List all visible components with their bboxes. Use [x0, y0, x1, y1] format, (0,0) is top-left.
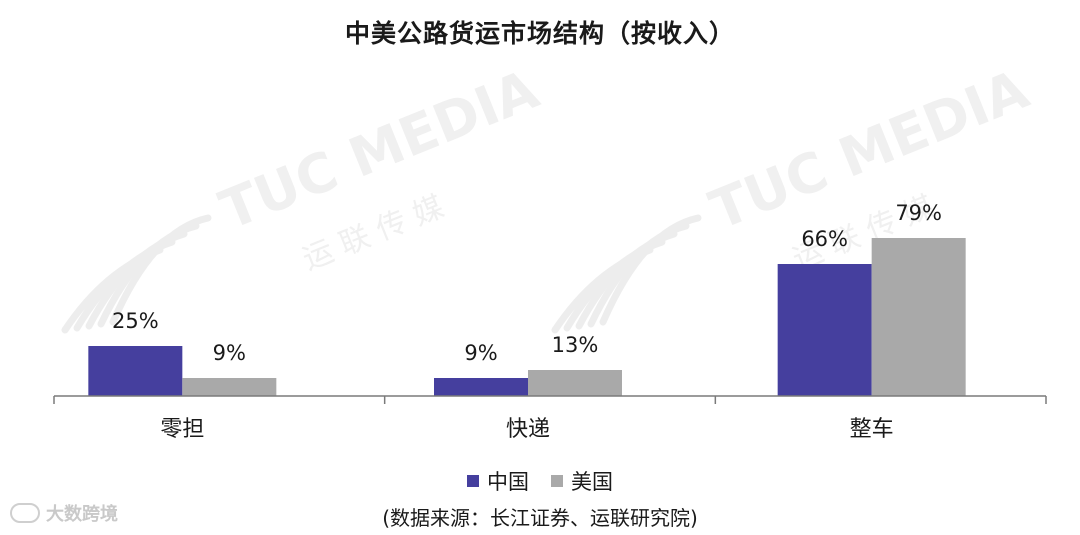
- watermark-swoosh: [73, 238, 176, 332]
- bar-group: [88, 238, 966, 396]
- watermark-swoosh: [587, 222, 690, 328]
- corner-logo-text: 大数跨境: [46, 504, 118, 525]
- legend-label-china: 中国: [487, 470, 529, 494]
- category-label: 快递: [506, 417, 550, 442]
- legend-swatch-usa: [551, 475, 563, 487]
- bar-usa-1: [528, 370, 622, 396]
- logo-mark-icon: [10, 503, 40, 523]
- legend-swatch-china: [467, 475, 479, 487]
- category-label: 零担: [160, 417, 204, 442]
- watermark-swoosh: [563, 238, 666, 332]
- legend-item-china: 中国: [467, 466, 529, 496]
- source-note: (数据来源：长江证券、运联研究院): [382, 506, 698, 530]
- legend-label-usa: 美国: [571, 470, 613, 494]
- bar-usa-0: [182, 378, 277, 396]
- corner-logo: 大数跨境: [10, 500, 118, 526]
- data-label: 9%: [464, 341, 497, 365]
- x-axis: [53, 395, 1047, 404]
- watermark-swoosh: [109, 214, 212, 326]
- category-label: 整车: [850, 417, 894, 442]
- watermark-swoosh: [599, 214, 702, 326]
- watermark-swoosh: [61, 246, 164, 334]
- bar-china-1: [434, 378, 528, 396]
- bar-china-2: [777, 264, 872, 396]
- category-labels: 零担 快递 整车: [160, 417, 893, 442]
- bar-usa-2: [871, 238, 966, 396]
- bar-china-0: [88, 346, 183, 396]
- watermark-swoosh: [551, 246, 654, 334]
- legend-item-usa: 美国: [551, 466, 613, 496]
- chart-title: 中美公路货运市场结构（按收入）: [344, 19, 735, 48]
- data-label: 13%: [552, 333, 599, 357]
- legend: 中国 美国: [0, 466, 1080, 496]
- watermark-swoosh: [97, 222, 200, 328]
- data-label: 25%: [112, 309, 159, 333]
- data-label: 66%: [801, 227, 848, 251]
- value-labels: 25% 9% 9% 13% 66% 79%: [112, 201, 942, 365]
- watermark-swoosh: [85, 230, 188, 330]
- data-label: 79%: [895, 201, 942, 225]
- watermark-swoosh: [575, 230, 678, 330]
- data-label: 9%: [213, 341, 246, 365]
